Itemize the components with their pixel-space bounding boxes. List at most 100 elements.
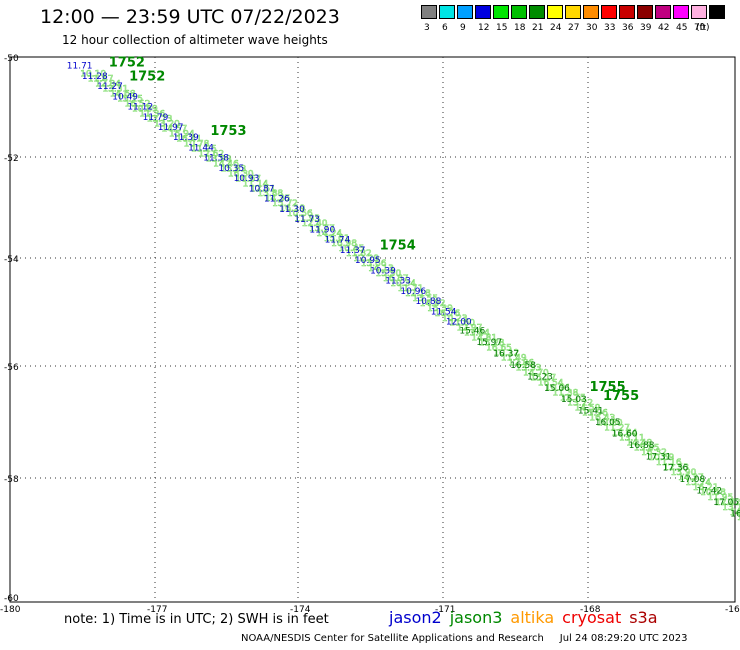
wave-height-label: 15.03 xyxy=(561,395,587,405)
wave-height-label-light: 12.51 xyxy=(250,184,276,194)
wave-height-label-light: 16.32 xyxy=(641,448,667,458)
wave-height-label-light: 14.35 xyxy=(265,194,291,204)
wave-height-label-light: 15.63 xyxy=(737,513,740,523)
wave-height-label: 17.31 xyxy=(646,452,672,462)
wave-height-label: 15.41 xyxy=(578,407,604,417)
legend-swatch xyxy=(691,5,707,19)
wave-height-label: 11.26 xyxy=(264,195,290,205)
wave-height-label-light: 11.16 xyxy=(656,458,682,468)
page-subtitle: 12 hour collection of altimeter wave hei… xyxy=(62,33,328,47)
time-label: 1752 xyxy=(129,69,165,84)
wave-height-label: 10.88 xyxy=(416,297,442,307)
legend-swatch xyxy=(565,5,581,19)
legend-label: 3 xyxy=(424,23,430,33)
lat-label: -60 xyxy=(4,594,19,604)
wave-height-label-light: 12.53 xyxy=(663,463,689,473)
wave-height-label-light: 14.59 xyxy=(575,403,601,413)
wave-height-label-light: 15.94 xyxy=(169,129,195,139)
wave-height-label: 16.37 xyxy=(493,349,519,359)
wave-height-label-light: 12.86 xyxy=(508,359,534,369)
legend-swatch xyxy=(511,5,527,19)
wave-height-label: 10.95 xyxy=(355,256,381,266)
wave-height-label-light: 15.28 xyxy=(479,339,505,349)
legend-swatch xyxy=(475,5,491,19)
wave-height-label-light: 14.48 xyxy=(626,438,652,448)
wave-height-label-light: 15.39 xyxy=(427,304,453,314)
lat-label: -54 xyxy=(4,255,19,265)
wave-height-label: 15.46 xyxy=(459,327,485,337)
lat-label: -58 xyxy=(4,475,19,485)
time-label: 1755 xyxy=(603,389,639,404)
mission-label: altika xyxy=(510,608,555,627)
wave-height-label-light: 10.45 xyxy=(339,244,365,254)
wave-height-label-light: 12.84 xyxy=(95,80,121,90)
wave-height-label-light: 13.99 xyxy=(206,154,232,164)
wave-height-label: 11.27 xyxy=(97,82,123,92)
time-label: 1754 xyxy=(380,238,416,253)
wave-height-label-light: 12.42 xyxy=(715,498,740,508)
lon-label: -174 xyxy=(290,605,311,615)
footer-note: note: 1) Time is in UTC; 2) SWH is in fe… xyxy=(64,612,329,627)
wave-height-label-light: 16.30 xyxy=(228,169,254,179)
wave-height-label-light: 12.97 xyxy=(457,324,483,334)
wave-height-label: 17.08 xyxy=(679,475,705,485)
legend-label: 21 xyxy=(532,23,544,33)
wave-height-label-light: 16.21 xyxy=(693,483,719,493)
wave-height-label: 10.35 xyxy=(218,164,244,174)
lat-label: -50 xyxy=(4,54,19,64)
legend-swatch xyxy=(439,5,455,19)
wave-height-label-light: 11.60 xyxy=(449,319,475,329)
wave-height-label-light: 12.75 xyxy=(560,393,586,403)
wave-height-label-light: 12.62 xyxy=(198,149,224,159)
legend-swatch xyxy=(601,5,617,19)
wave-height-label: 17.05 xyxy=(713,498,739,508)
wave-height-label: 16.58 xyxy=(510,361,536,371)
wave-height-label-light: 11.47 xyxy=(88,75,114,85)
wave-height-label-light: 13.79 xyxy=(722,503,740,513)
wave-height-label-light: 14.92 xyxy=(420,299,446,309)
wave-height-label: 11.39 xyxy=(173,133,199,143)
legend-swatch xyxy=(457,5,473,19)
legend-label: 30 xyxy=(586,23,598,33)
wave-height-label-light: 14.70 xyxy=(523,369,549,379)
wave-height-label-light: 14.46 xyxy=(213,159,239,169)
wave-height-label: 11.58 xyxy=(203,154,229,164)
wave-height-label-light: 12.64 xyxy=(612,428,638,438)
lon-label: -171 xyxy=(435,605,455,615)
page-title: 12:00 — 23:59 UTC 07/22/2023 xyxy=(40,6,340,28)
wave-height-label: 11.79 xyxy=(143,113,169,123)
wave-height-label: 11.74 xyxy=(325,236,351,246)
lon-label: -16 xyxy=(725,605,740,615)
wave-height-label-light: 13.77 xyxy=(309,224,335,234)
wave-height-label-light: 11.93 xyxy=(294,214,320,224)
wave-height-label: 11.97 xyxy=(158,123,184,133)
wave-height-label-light: 14.81 xyxy=(471,334,497,344)
wave-height-label: 10.39 xyxy=(370,266,396,276)
legend-label: 12 xyxy=(478,23,490,33)
legend-swatch xyxy=(421,5,437,19)
wave-height-label-light: 10.80 xyxy=(597,418,623,428)
wave-height-label: 11.37 xyxy=(340,246,366,256)
lon-label: -177 xyxy=(147,605,167,615)
wave-height-label-light: 13.66 xyxy=(361,259,387,269)
wave-height-label-light: 14.57 xyxy=(161,124,187,134)
wave-height-label-light: 15.83 xyxy=(221,164,247,174)
wave-height-label: 10.49 xyxy=(112,92,138,102)
wave-height-label-light: 13.22 xyxy=(567,398,593,408)
legend-label: 45 xyxy=(676,23,688,33)
altimeter-track: 10.1011.4712.8413.3114.6815.1516.5210.89… xyxy=(67,56,740,524)
wave-height-label-light: 11.14 xyxy=(243,179,269,189)
wave-height-label-light: 12.40 xyxy=(302,219,328,229)
legend-label: 42 xyxy=(658,23,670,33)
wave-height-label-light: 16.54 xyxy=(538,379,564,389)
wave-height-label-light: 10.89 xyxy=(132,105,158,115)
legend-swatch xyxy=(673,5,689,19)
legend-swatch xyxy=(655,5,671,19)
legend-swatch xyxy=(583,5,599,19)
wave-height-label-light: 12.73 xyxy=(147,115,173,125)
wave-height-label-light: 13.44 xyxy=(464,329,490,339)
wave-height-label-light: 11.25 xyxy=(191,144,217,154)
wave-height-label: 16.60 xyxy=(612,429,638,439)
wave-height-label-light: 10.69 xyxy=(648,453,674,463)
wave-height-label-light: 14.68 xyxy=(110,90,136,100)
